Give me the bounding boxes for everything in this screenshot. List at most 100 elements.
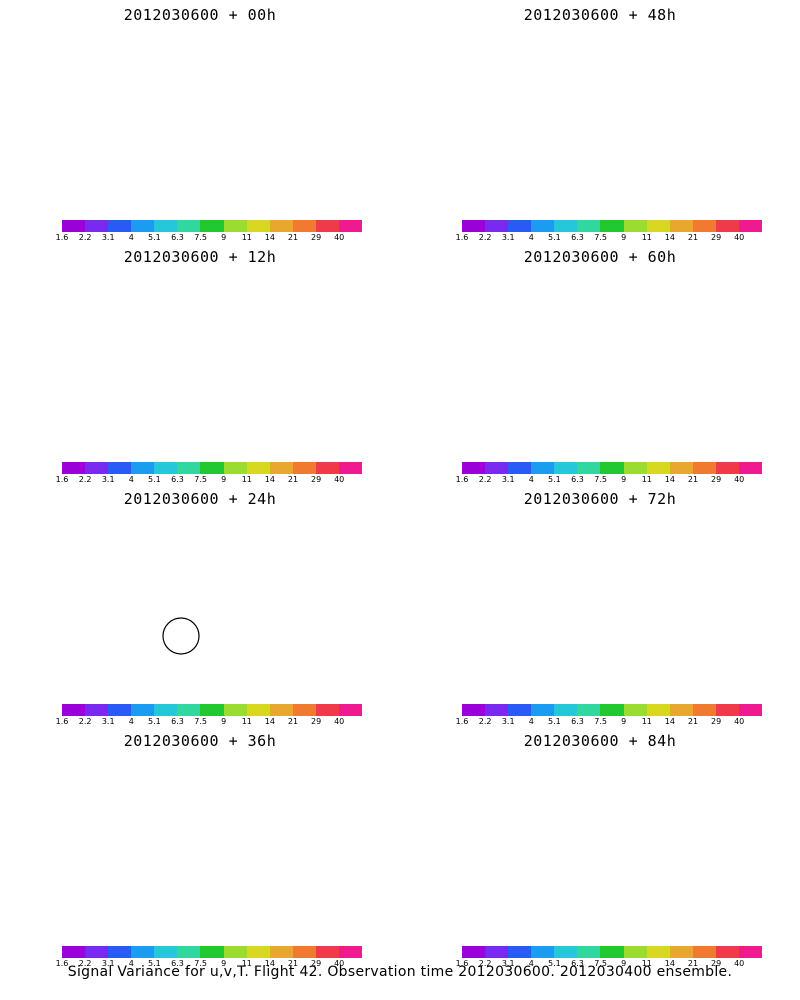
colorbar-swatch: [269, 704, 293, 716]
colorbar-tick-label: 7.5: [194, 717, 207, 726]
variance-contour: [480, 307, 700, 444]
colorbar-tick-label: 4: [528, 233, 534, 242]
panel-title: 2012030600 + 00h: [123, 6, 277, 24]
map-panel: 2012030600 + 36h 1.6 2.2 3.1 4 5.1 6.3 7.5 9 11 14…: [0, 726, 400, 971]
colorbar-tick-label: 1.6: [455, 959, 469, 968]
colorbar-swatch: [554, 946, 578, 958]
colorbar-tick-label: 5.1: [548, 959, 561, 968]
colorbar-swatch: [462, 704, 486, 716]
colorbar-swatch: [646, 220, 670, 232]
colorbar-tick-label: 3.1: [101, 717, 115, 726]
variance-map: [400, 508, 800, 698]
variance-contour: [120, 580, 250, 661]
variance-contour: [493, 563, 677, 678]
variance-contour: [509, 89, 660, 184]
variance-contour: [554, 107, 636, 158]
colorbar-swatch: [269, 462, 293, 474]
colorbar-tick-label: 1.6: [455, 475, 469, 484]
variance-map: [120, 580, 250, 661]
colorbar-tick-label: 14: [264, 475, 275, 484]
colorbar-tick-label: 3.1: [501, 717, 515, 726]
colorbar-tick-label: 4: [128, 233, 134, 242]
panel-title: 2012030600 + 36h: [123, 732, 277, 750]
colorbar-labels: 1.6 2.2 3.1 4 5.1 6.3 7.5 9 11 14 21 29 40: [56, 959, 368, 969]
colorbar-tick-label: 6.3: [571, 717, 584, 726]
colorbar-tick-label: 3.1: [101, 959, 115, 968]
colorbar-labels: 1.6 2.2 3.1 4 5.1 6.3 7.5 9 11 14 21 29 40: [456, 233, 768, 243]
colorbar-tick-label: 29: [711, 233, 722, 242]
panel-title: 2012030600 + 24h: [123, 490, 277, 508]
colorbar-swatch: [623, 704, 647, 716]
colorbar-tick-label: 7.5: [594, 233, 607, 242]
colorbar-tick-label: 7.5: [194, 959, 207, 968]
colorbar-swatch: [177, 220, 201, 232]
colorbar-tick-label: 4: [128, 475, 134, 484]
colorbar-tick-label: 11: [641, 959, 652, 968]
colorbar-swatch: [508, 704, 532, 716]
colorbar-swatch: [738, 946, 763, 958]
colorbar-swatch: [462, 462, 486, 474]
variance-contour: [190, 371, 206, 381]
coastline: [150, 776, 365, 880]
colorbar-swatch: [692, 220, 716, 232]
variance-contour: [165, 355, 225, 393]
colorbar-tick-label: 29: [311, 717, 322, 726]
colorbar-tick-label: 29: [711, 959, 722, 968]
colorbar-swatch: [646, 704, 670, 716]
colorbar-swatch: [600, 946, 624, 958]
colorbar-swatch: [85, 220, 109, 232]
colorbar-swatch: [315, 220, 339, 232]
colorbar-tick-label: 14: [664, 233, 675, 242]
colorbar-swatch: [338, 704, 363, 716]
variance-contour: [169, 116, 222, 149]
variance-contour: [586, 369, 610, 384]
colorbar-swatch: [223, 946, 247, 958]
map-panel: 2012030600 + 00h 1.6 2.2 3.1 4 5.1 6.3 7.5 9 11 14…: [0, 0, 400, 245]
colorbar-swatch: [338, 462, 363, 474]
variance-contour: [67, 325, 263, 448]
colorbar-swatch: [715, 946, 739, 958]
colorbar-swatch: [292, 220, 316, 232]
variance-contour: [463, 781, 717, 940]
colorbar-swatch: [62, 220, 86, 232]
variance-contour: [191, 130, 205, 139]
colorbar-tick-label: 14: [664, 959, 675, 968]
map-panel: 2012030600 + 12h 1.6 2.2 3.1 4 5.1 6.3 7.5 9 11 14…: [0, 242, 400, 487]
coastline: [150, 50, 365, 154]
colorbar: [62, 220, 363, 232]
colorbar: [62, 462, 363, 474]
colorbar-tick-label: 1.6: [55, 475, 69, 484]
variance-contour: [517, 814, 663, 905]
colorbar-swatch: [177, 946, 201, 958]
colorbar-tick-label: 29: [711, 475, 722, 484]
variance-map: [0, 266, 400, 456]
colorbar-tick-label: 5.1: [148, 717, 161, 726]
colorbar-labels: 1.6 2.2 3.1 4 5.1 6.3 7.5 9 11 14 21 29 40: [56, 475, 368, 485]
colorbar-swatch: [246, 220, 270, 232]
colorbar-swatch: [62, 946, 86, 958]
map-panel: 2012030600 + 84h 1.6 2.2 3.1 4 5.1 6.3 7.5 9 11 14…: [400, 726, 800, 971]
colorbar-tick-label: 6.3: [571, 959, 584, 968]
colorbar-swatch: [315, 462, 339, 474]
colorbar-tick-label: 6.3: [571, 475, 584, 484]
coastline: [550, 50, 765, 154]
colorbar-swatch: [292, 462, 316, 474]
variance-contour: [569, 360, 620, 392]
variance-map: [400, 24, 800, 214]
colorbar-swatch: [531, 946, 555, 958]
colorbar-tick-label: 4: [128, 959, 134, 968]
colorbar-swatch: [531, 462, 555, 474]
colorbar-swatch: [669, 946, 693, 958]
colorbar-swatch: [154, 704, 178, 716]
map-panel: 2012030600 + 24h 1.6 2.2 3.1 4 5.1 6.3 7.5 9 11 14…: [0, 484, 400, 729]
colorbar-swatch: [508, 946, 532, 958]
colorbar-tick-label: 3.1: [101, 475, 115, 484]
colorbar-tick-label: 14: [264, 959, 275, 968]
colorbar-tick-label: 11: [641, 233, 652, 242]
colorbar-tick-label: 11: [241, 233, 252, 242]
colorbar-tick-label: 2.2: [78, 959, 92, 968]
colorbar-swatch: [577, 704, 601, 716]
colorbar-swatch: [669, 220, 693, 232]
variance-contour: [492, 73, 689, 196]
colorbar-tick-label: 9: [621, 717, 627, 726]
